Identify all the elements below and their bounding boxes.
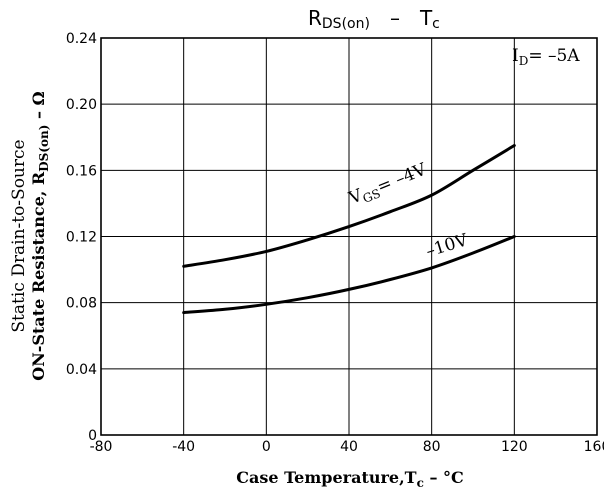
- y-axis-label-line2-prefix: ON-State Resistance, R: [29, 171, 48, 381]
- x-tick-label: 0: [262, 439, 271, 455]
- series-0-suffix: = –4V: [374, 159, 430, 197]
- title-dash: –: [390, 6, 400, 30]
- title-main: R: [308, 6, 322, 30]
- condition-sub: D: [519, 54, 529, 68]
- chart-title: RDS(on) – Tc: [308, 6, 440, 32]
- y-tick-label: 0.12: [66, 230, 97, 246]
- y-tick-label: 0.04: [66, 362, 97, 378]
- y-axis-label-line1: Static Drain-to-Source: [9, 139, 29, 332]
- y-tick-label: 0.24: [66, 31, 97, 47]
- title-main-sub: DS(on): [322, 16, 370, 32]
- x-tick-label: -80: [90, 439, 113, 455]
- y-tick-label: 0.08: [66, 296, 97, 312]
- plot-frame: [100, 37, 598, 436]
- condition-prefix: I: [512, 46, 519, 66]
- y-axis-label-line2: ON-State Resistance, RDS(on) – Ω: [29, 91, 51, 381]
- series-0-sub: GS: [361, 186, 383, 206]
- y-tick-label: 0.20: [66, 97, 97, 113]
- series-curve-0: [182, 144, 516, 268]
- y-axis-label: Static Drain-to-Source ON-State Resistan…: [9, 91, 51, 381]
- series-label-vgs-4: VGS= –4V: [345, 159, 430, 211]
- condition-suffix: = –5A: [528, 46, 580, 66]
- title-right-sub: c: [432, 16, 440, 32]
- x-axis-label-sub: c: [417, 476, 424, 490]
- x-axis-label-text: Case Temperature,T: [236, 468, 416, 487]
- x-tick-label: 160: [584, 439, 604, 455]
- tick-labels: -80 -40 0 40 80 120 160 0 0.04 0.08 0.12 0.16 0.20 0.…: [66, 31, 604, 455]
- y-axis-label-line2-sub: DS(on): [37, 125, 51, 172]
- grid: [100, 37, 598, 436]
- condition-label: ID= –5A: [512, 46, 580, 68]
- title-right: T: [419, 6, 433, 30]
- y-tick-label: 0.16: [66, 163, 97, 179]
- x-tick-label: 80: [423, 439, 441, 455]
- x-axis-label-suffix: – °C: [424, 468, 464, 487]
- x-tick-label: 120: [501, 439, 528, 455]
- x-tick-label: 40: [340, 439, 358, 455]
- series-curve-1: [182, 235, 516, 315]
- series-curves: [182, 144, 516, 315]
- x-axis-label: Case Temperature,Tc – °C: [236, 468, 464, 490]
- y-axis-label-line2-suffix: – Ω: [29, 91, 48, 124]
- x-tick-label: -40: [172, 439, 195, 455]
- y-tick-label: 0: [88, 428, 97, 444]
